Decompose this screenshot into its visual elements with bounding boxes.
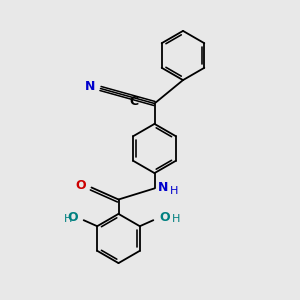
Text: H: H [172,214,181,224]
Text: N: N [158,181,168,194]
Text: O: O [159,211,170,224]
Text: O: O [67,211,78,224]
Text: O: O [76,178,86,192]
Text: H: H [64,214,72,224]
Text: N: N [85,80,95,94]
Text: H: H [170,186,178,196]
Text: C: C [129,95,138,108]
